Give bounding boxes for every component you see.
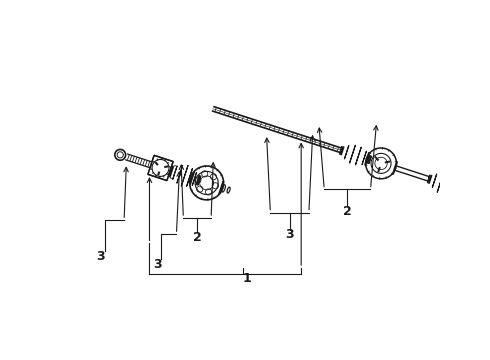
Text: 2: 2	[343, 205, 352, 218]
Text: 2: 2	[193, 231, 201, 244]
Text: 3: 3	[97, 250, 105, 263]
Text: 3: 3	[153, 258, 162, 271]
Text: 1: 1	[243, 271, 252, 284]
Text: 3: 3	[285, 229, 294, 242]
Polygon shape	[148, 155, 173, 181]
